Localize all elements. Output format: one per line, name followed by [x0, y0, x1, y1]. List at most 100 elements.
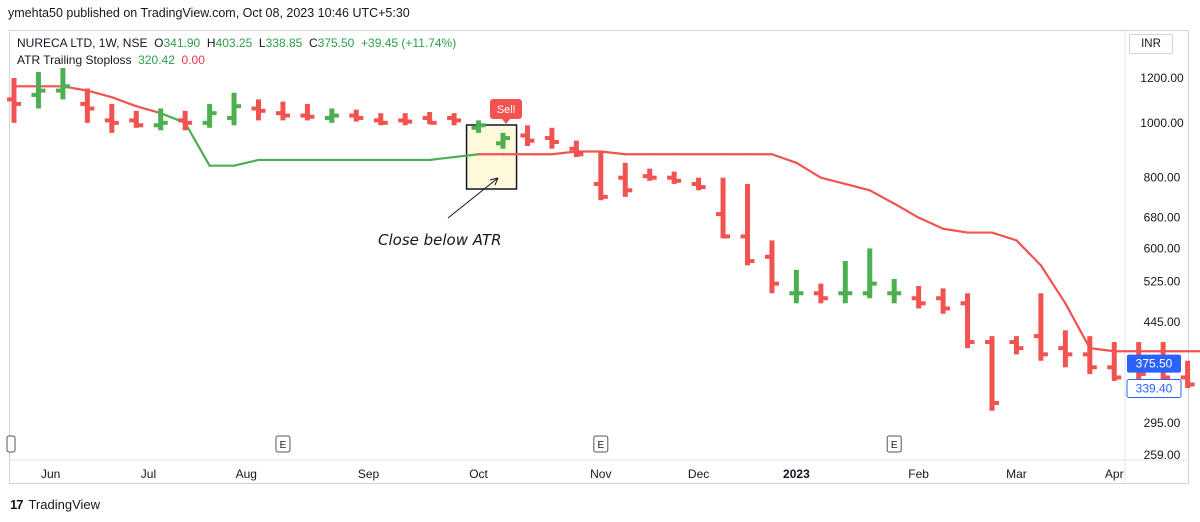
close-value: 375.50 [317, 36, 355, 50]
ohlc-bar[interactable] [622, 162, 628, 197]
ohlc-close-tick [1089, 365, 1097, 370]
high-label: H [206, 36, 216, 50]
ohlc-bar[interactable] [720, 177, 726, 239]
ohlc-bar[interactable] [891, 278, 897, 304]
earnings-marker-label: E [597, 440, 604, 451]
ohlc-close-tick [87, 106, 95, 111]
ohlc-open-tick [691, 181, 699, 186]
last-price-label: 375.50 [1136, 357, 1173, 371]
ohlc-open-tick [251, 106, 259, 111]
ohlc-open-tick [618, 175, 626, 180]
ohlc-bar[interactable] [769, 240, 775, 294]
ohlc-close-tick [649, 175, 657, 180]
earnings-marker-partial[interactable] [6, 435, 16, 453]
earnings-marker-label: E [280, 440, 287, 451]
annotation-text[interactable]: Close below ATR [378, 231, 502, 249]
ohlc-bar[interactable] [280, 101, 286, 121]
atr-line-segment [795, 161, 822, 179]
ohlc-bar[interactable] [793, 269, 799, 304]
last-price-badge[interactable] [1127, 354, 1181, 373]
footer-logo-text[interactable]: TradingView [28, 497, 101, 512]
ohlc-close-tick [747, 259, 755, 264]
ohlc-close-tick [209, 111, 217, 116]
ohlc-open-tick [471, 125, 479, 130]
high-value: 403.25 [215, 36, 253, 50]
atr-line-segment [184, 121, 211, 167]
earnings-marker[interactable] [593, 435, 609, 453]
x-tick-label: Mar [1006, 467, 1027, 481]
ohlc-open-tick [1058, 346, 1066, 351]
y-tick-label: 600.00 [1144, 241, 1181, 255]
atr-line-segment [770, 153, 798, 164]
ohlc-close-tick [600, 194, 608, 199]
atr-line-segment [550, 150, 578, 156]
tradingview-logo-icon[interactable]: 17 [10, 497, 24, 512]
ohlc-bar[interactable] [1185, 360, 1191, 389]
ohlc-bar[interactable] [60, 67, 66, 100]
ohlc-close-tick [967, 340, 975, 345]
footer: 17 TradingView [10, 497, 100, 512]
y-tick-label: 295.00 [1144, 416, 1181, 430]
earnings-marker[interactable] [886, 435, 902, 453]
ohlc-bar[interactable] [598, 151, 604, 201]
indicator-name[interactable]: ATR Trailing Stoploss [17, 53, 132, 67]
ohlc-open-tick [80, 101, 88, 106]
ohlc-bar[interactable] [1111, 342, 1117, 381]
earnings-marker[interactable] [275, 435, 291, 453]
atr-line-segment [110, 96, 138, 108]
ohlc-open-tick [447, 115, 455, 120]
ohlc-bar[interactable] [1038, 293, 1044, 361]
ohlc-close-tick [576, 152, 584, 157]
ohlc-bar[interactable] [745, 183, 750, 266]
y-tick-label: 1200.00 [1140, 71, 1184, 85]
sell-marker-pointer [502, 119, 510, 124]
x-tick-label: Jun [41, 467, 60, 481]
ohlc-bar[interactable] [867, 248, 873, 299]
atr-line-segment [990, 231, 1018, 242]
ohlc-bar[interactable] [940, 288, 946, 314]
ohlc-bar[interactable] [158, 108, 164, 131]
ohlc-bar[interactable] [231, 92, 237, 126]
ohlc-open-tick [349, 113, 357, 118]
ohlc-bar[interactable] [304, 103, 310, 121]
close-label: C [308, 36, 318, 50]
ohlc-close-tick [405, 119, 413, 124]
symbol-legend[interactable]: NURECA LTD, 1W, NSE O341.90 H403.25 L338… [17, 36, 456, 50]
ohlc-close-tick [38, 88, 46, 93]
ohlc-bar[interactable] [207, 103, 213, 128]
symbol-name[interactable]: NURECA LTD, 1W, NSE [17, 36, 148, 50]
chart-frame[interactable] [9, 30, 1189, 484]
atr-line-segment [135, 105, 162, 115]
ohlc-bar[interactable] [1013, 336, 1019, 355]
ohlc-close-tick [625, 188, 633, 193]
atr-line-segment [868, 189, 896, 205]
ohlc-open-tick [1009, 340, 1017, 345]
ohlc-open-tick [936, 296, 944, 301]
ohlc-bar[interactable] [965, 293, 971, 349]
ohlc-close-tick [1065, 352, 1073, 357]
atr-line-segment [844, 182, 871, 192]
indicator-legend[interactable]: ATR Trailing Stoploss 320.42 0.00 [17, 53, 205, 67]
open-value: 341.90 [163, 36, 201, 50]
currency-button[interactable]: INR [1129, 34, 1173, 54]
ohlc-close-tick [918, 301, 926, 306]
ohlc-close-tick [771, 281, 779, 286]
ohlc-close-tick [1114, 375, 1122, 380]
atr-line-segment [893, 202, 920, 219]
x-tick-label: Aug [236, 467, 257, 481]
sell-marker[interactable] [490, 99, 522, 119]
ohlc-bar[interactable] [989, 336, 995, 411]
ohlc-bar[interactable] [500, 132, 506, 149]
ohlc-close-tick [674, 178, 682, 183]
indicator-price-badge[interactable] [1126, 379, 1182, 399]
ohlc-close-tick [380, 120, 388, 125]
sell-highlight-box[interactable] [465, 124, 518, 190]
ohlc-close-tick [307, 114, 315, 119]
x-tick-label: Oct [469, 467, 488, 481]
ohlc-bar[interactable] [842, 261, 848, 304]
atr-line-segment [232, 158, 260, 167]
ohlc-close-tick [454, 118, 462, 123]
ohlc-open-tick [1082, 352, 1090, 357]
ohlc-open-tick [862, 291, 870, 296]
